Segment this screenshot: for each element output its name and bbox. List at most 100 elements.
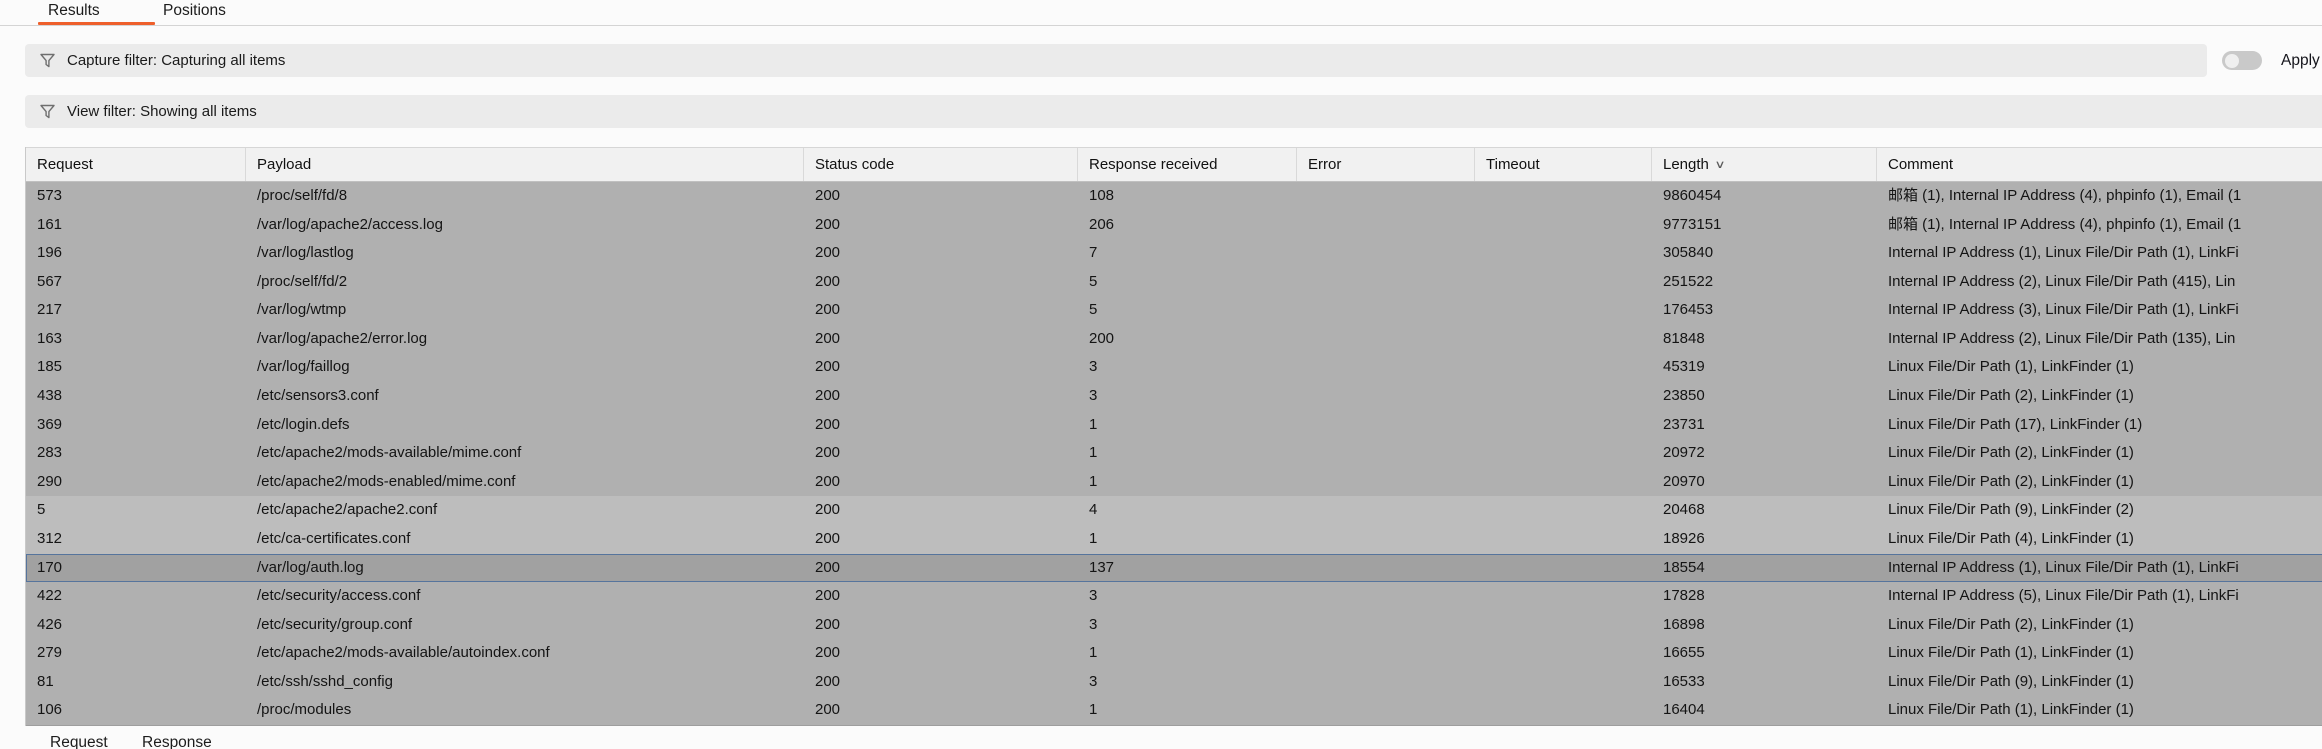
tab-positions[interactable]: Positions: [163, 2, 226, 19]
table-cell: 81848: [1663, 329, 1705, 347]
column-header-label: Error: [1308, 155, 1342, 173]
column-header-status-code[interactable]: Status code: [804, 148, 1078, 181]
table-cell: /var/log/lastlog: [257, 244, 354, 262]
table-cell: [1297, 382, 1475, 411]
table-cell: /etc/security/group.conf: [257, 615, 413, 633]
table-cell: [1297, 325, 1475, 354]
table-cell: [1297, 582, 1475, 611]
table-cell: [1475, 382, 1652, 411]
table-row[interactable]: 279/etc/apache2/mods-available/autoindex…: [26, 639, 2322, 668]
tab-results[interactable]: Results: [48, 2, 100, 19]
table-cell: 1: [1089, 444, 1098, 462]
table-cell: [1475, 468, 1652, 497]
table-cell: 1: [1089, 644, 1098, 662]
table-cell: [1475, 353, 1652, 382]
table-cell: 16898: [1663, 615, 1705, 633]
table-header-row: Request Payload Status code Response receiv…: [26, 147, 2322, 182]
table-cell: 200: [815, 387, 841, 405]
table-cell: 200: [815, 701, 841, 719]
table-cell: /etc/login.defs: [257, 415, 350, 433]
table-cell: 5: [37, 501, 46, 519]
table-cell: 137: [1089, 558, 1115, 576]
column-header-payload[interactable]: Payload: [246, 148, 804, 181]
table-cell: 290: [37, 472, 63, 490]
table-row[interactable]: 5/etc/apache2/apache2.conf 200 4 20468 Linux…: [26, 496, 2322, 525]
table-row[interactable]: 567/proc/self/fd/2 200 5 251522 Internal IP …: [26, 267, 2322, 297]
table-cell: 9773151: [1663, 215, 1722, 233]
table-cell: 1: [1089, 701, 1098, 719]
table-row[interactable]: 170/var/log/auth.log 200 137 18554 Internal …: [26, 553, 2322, 583]
table-cell: 206: [1089, 215, 1115, 233]
tab-response[interactable]: Response: [142, 734, 212, 749]
table-row[interactable]: 196/var/log/lastlog 200 7 305840 Internal IP…: [26, 239, 2322, 268]
column-header-comment[interactable]: Comment: [1877, 148, 2322, 181]
column-header-label: Payload: [257, 155, 312, 173]
column-header-response-received[interactable]: Response received: [1078, 148, 1297, 181]
table-cell: Linux File/Dir Path (9), LinkFinder (2): [1888, 501, 2134, 519]
table-cell: [1297, 439, 1475, 468]
table-cell: 20972: [1663, 444, 1705, 462]
view-filter-bar[interactable]: View filter: Showing all items: [25, 95, 2322, 128]
table-cell: 312: [37, 529, 63, 547]
table-cell: 200: [815, 529, 841, 547]
table-row[interactable]: 217/var/log/wtmp 200 5 176453 Internal IP Ad…: [26, 296, 2322, 325]
table-cell: 200: [815, 301, 841, 319]
table-row[interactable]: 81/etc/ssh/sshd_config 200 3 16533 Linux Fil…: [26, 667, 2322, 697]
column-header-label: Comment: [1888, 155, 1954, 173]
table-row[interactable]: 422/etc/security/access.conf 200 3 17828 Int…: [26, 582, 2322, 611]
table-cell: [1297, 353, 1475, 382]
column-header-label: Length: [1663, 155, 1709, 173]
table-cell: 200: [815, 501, 841, 519]
table-cell: [1297, 411, 1475, 440]
table-row[interactable]: 185/var/log/faillog 200 3 45319 Linux File/D…: [26, 353, 2322, 383]
table-cell: Linux File/Dir Path (2), LinkFinder (1): [1888, 387, 2134, 405]
table-cell: /proc/self/fd/8: [257, 187, 348, 204]
table-cell: /proc/modules: [257, 701, 352, 719]
table-cell: [1297, 525, 1475, 554]
table-cell: Linux File/Dir Path (1), LinkFinder (1): [1888, 358, 2134, 376]
table-cell: 20468: [1663, 501, 1705, 519]
table-cell: 200: [815, 615, 841, 633]
table-row[interactable]: 426/etc/security/group.conf 200 3 16898 Linu…: [26, 610, 2322, 640]
column-header-request[interactable]: Request: [26, 148, 246, 181]
table-cell: 3: [1089, 587, 1098, 605]
table-cell: Internal IP Address (3), Linux File/Dir …: [1888, 301, 2239, 319]
tab-request[interactable]: Request: [50, 734, 108, 749]
table-cell: 81: [37, 672, 54, 690]
table-row[interactable]: 283/etc/apache2/mods-available/mime.conf…: [26, 439, 2322, 468]
table-cell: [1297, 668, 1475, 697]
table-cell: [1297, 182, 1475, 211]
table-cell: 3: [1089, 672, 1098, 690]
table-row[interactable]: 163/var/log/apache2/error.log 200 200 81848…: [26, 324, 2322, 354]
table-cell: 200: [815, 587, 841, 605]
table-cell: [1475, 296, 1652, 325]
table-cell: [1475, 239, 1652, 268]
apply-filter-toggle[interactable]: [2222, 51, 2262, 70]
table-row[interactable]: 161/var/log/apache2/access.log 200 206 9773…: [26, 210, 2322, 240]
table-cell: 279: [37, 644, 63, 662]
view-filter-label: View filter: Showing all items: [67, 103, 257, 120]
table-cell: 200: [815, 329, 841, 347]
table-cell: 196: [37, 244, 63, 262]
table-cell: Internal IP Address (1), Linux File/Dir …: [1888, 244, 2239, 262]
table-row[interactable]: 573/proc/self/fd/8 200 108 9860454 邮箱 (1), I…: [26, 182, 2322, 211]
table-row[interactable]: 369/etc/login.defs 200 1 23731 Linux File/Di…: [26, 410, 2322, 440]
table-cell: [1297, 268, 1475, 297]
table-cell: [1475, 639, 1652, 668]
table-cell: 4: [1089, 501, 1098, 519]
capture-filter-bar[interactable]: Capture filter: Capturing all items: [25, 44, 2207, 77]
funnel-icon: [40, 104, 55, 119]
table-row[interactable]: 106/proc/modules 200 1 16404 Linux File/Dir …: [26, 696, 2322, 725]
table-row[interactable]: 312/etc/ca-certificates.conf 200 1 18926 Lin…: [26, 524, 2322, 554]
column-header-length[interactable]: Length ∨: [1652, 148, 1877, 181]
results-table: Request Payload Status code Response receiv…: [25, 147, 2322, 726]
table-cell: [1475, 325, 1652, 354]
table-cell: 9860454: [1663, 187, 1722, 204]
table-body: 573/proc/self/fd/8 200 108 9860454 邮箱 (1), I…: [26, 182, 2322, 726]
column-header-timeout[interactable]: Timeout: [1475, 148, 1652, 181]
table-row[interactable]: 438/etc/sensors3.conf 200 3 23850 Linux File…: [26, 382, 2322, 411]
table-row[interactable]: 290/etc/apache2/mods-enabled/mime.conf 20…: [26, 467, 2322, 497]
column-header-label: Request: [37, 155, 93, 173]
column-header-error[interactable]: Error: [1297, 148, 1475, 181]
